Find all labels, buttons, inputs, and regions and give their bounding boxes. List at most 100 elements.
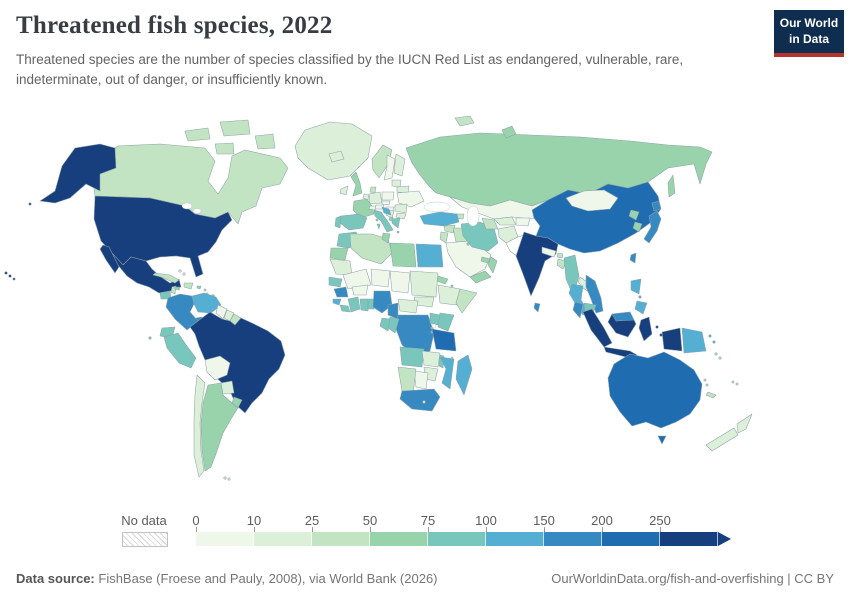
country-mexico-baja[interactable] — [99, 244, 120, 274]
country-senegal[interactable] — [328, 276, 343, 288]
country-tunisia[interactable] — [381, 232, 391, 244]
country-india[interactable] — [515, 231, 559, 297]
legend-bucket-10-25[interactable] — [254, 532, 312, 546]
country-south-africa[interactable] — [399, 388, 441, 412]
country-colombia[interactable] — [165, 293, 199, 331]
country-argentina[interactable] — [200, 382, 239, 472]
country-somalia[interactable] — [455, 288, 478, 314]
country-bhutan[interactable] — [556, 252, 564, 259]
country-lesotho[interactable] — [422, 400, 426, 404]
country-mali[interactable] — [342, 268, 372, 290]
country-philippines-visayas[interactable] — [638, 295, 642, 299]
country-nigeria[interactable] — [372, 290, 393, 314]
country-cuba[interactable] — [152, 272, 180, 284]
country-nepal[interactable] — [541, 246, 557, 258]
country-sierra-leone[interactable] — [332, 298, 342, 306]
country-japan-hokkaido[interactable] — [651, 200, 662, 212]
country-falklands-1[interactable] — [223, 476, 227, 480]
country-canada-arctic-3[interactable] — [254, 133, 276, 150]
legend-bucket-0-10[interactable] — [196, 532, 254, 546]
country-sudan[interactable] — [409, 270, 439, 298]
country-usa-hawaii-1[interactable] — [4, 271, 8, 275]
no-data-swatch[interactable] — [122, 532, 168, 547]
country-canada-arctic-1[interactable] — [184, 127, 211, 142]
country-svalbard[interactable] — [454, 115, 475, 127]
country-egypt[interactable] — [415, 243, 444, 268]
country-indonesia-sulawesi[interactable] — [638, 316, 653, 342]
country-vanuatu-2[interactable] — [705, 383, 709, 387]
country-new-zealand-south[interactable] — [705, 427, 739, 452]
country-russia-novaya-zemlya[interactable] — [501, 125, 517, 139]
country-south-korea[interactable] — [632, 221, 643, 233]
country-hispaniola[interactable] — [183, 282, 194, 290]
country-croatia[interactable] — [381, 206, 392, 216]
country-ukraine[interactable] — [396, 190, 425, 208]
country-ireland[interactable] — [339, 185, 349, 196]
country-australia[interactable] — [607, 351, 703, 429]
country-puerto-rico[interactable] — [196, 285, 202, 290]
country-usa-hawaii-3[interactable] — [12, 277, 16, 281]
legend-bucket-50-75[interactable] — [370, 532, 428, 546]
country-sardinia[interactable] — [376, 223, 381, 230]
country-solomon-islands-1[interactable] — [714, 352, 718, 356]
country-poland[interactable] — [381, 191, 395, 201]
country-madagascar[interactable] — [455, 354, 473, 396]
country-mexico[interactable] — [106, 252, 182, 294]
country-mongolia[interactable] — [565, 189, 619, 212]
country-galapagos[interactable] — [148, 336, 152, 340]
owid-logo[interactable]: Our World in Data — [774, 10, 844, 58]
country-indonesia-west-papua[interactable] — [661, 327, 683, 352]
country-iceland[interactable] — [328, 150, 345, 163]
country-ghana[interactable] — [359, 298, 369, 312]
country-taiwan[interactable] — [629, 252, 637, 264]
legend-bucket-25-50[interactable] — [312, 532, 370, 546]
country-united-kingdom[interactable] — [350, 171, 363, 197]
country-libya[interactable] — [389, 242, 417, 268]
legend-bucket-200-250[interactable] — [602, 532, 660, 546]
legend-bucket-75-100[interactable] — [428, 532, 486, 546]
country-philippines-mindanao[interactable] — [634, 300, 648, 315]
country-bulgaria[interactable] — [395, 212, 407, 220]
country-ethiopia[interactable] — [437, 284, 461, 306]
country-gabon[interactable] — [379, 317, 391, 332]
country-comoros[interactable] — [450, 356, 454, 360]
country-usa-aleutians[interactable] — [28, 202, 32, 206]
country-bolivia[interactable] — [204, 355, 231, 381]
country-western-sahara[interactable] — [329, 247, 349, 261]
country-kyrgyzstan-tajikistan[interactable] — [515, 217, 531, 227]
country-solomon-islands-2[interactable] — [718, 356, 722, 360]
country-vanuatu-1[interactable] — [703, 378, 707, 382]
country-brazil[interactable] — [189, 311, 286, 414]
country-oman[interactable] — [487, 256, 498, 274]
country-jamaica[interactable] — [174, 286, 181, 291]
legend-bucket-150-200[interactable] — [544, 532, 602, 546]
country-france[interactable] — [352, 198, 375, 219]
country-germany[interactable] — [368, 191, 383, 205]
country-philippines-luzon[interactable] — [630, 278, 642, 295]
owid-link[interactable]: OurWorldinData.org/fish-and-overfishing … — [551, 571, 834, 586]
country-switzerland[interactable] — [368, 205, 377, 211]
country-romania[interactable] — [394, 203, 408, 214]
country-niger[interactable] — [370, 268, 391, 288]
country-falklands-2[interactable] — [227, 477, 231, 481]
country-uae[interactable] — [480, 256, 491, 264]
country-togo-benin[interactable] — [367, 298, 375, 310]
country-japan-honshu[interactable] — [643, 210, 662, 244]
country-guinea[interactable] — [333, 286, 349, 298]
country-crete[interactable] — [396, 230, 400, 234]
country-canada-arctic-2[interactable] — [219, 119, 251, 137]
country-malaysia-peninsula[interactable] — [572, 301, 584, 319]
country-bangladesh[interactable] — [556, 258, 567, 270]
country-paraguay[interactable] — [220, 380, 235, 395]
country-north-korea[interactable] — [628, 209, 640, 221]
country-mozambique[interactable] — [439, 356, 455, 390]
country-tasmania[interactable] — [657, 435, 667, 445]
country-usa-alaska[interactable] — [39, 143, 117, 204]
country-spain[interactable] — [338, 213, 368, 231]
country-czechia[interactable] — [381, 200, 391, 206]
country-sweden[interactable] — [383, 154, 396, 181]
country-italy[interactable] — [373, 209, 394, 233]
country-indonesia-moluccas-2[interactable] — [659, 333, 663, 337]
country-png-islands-1[interactable] — [708, 334, 712, 338]
country-liberia[interactable] — [339, 304, 351, 313]
